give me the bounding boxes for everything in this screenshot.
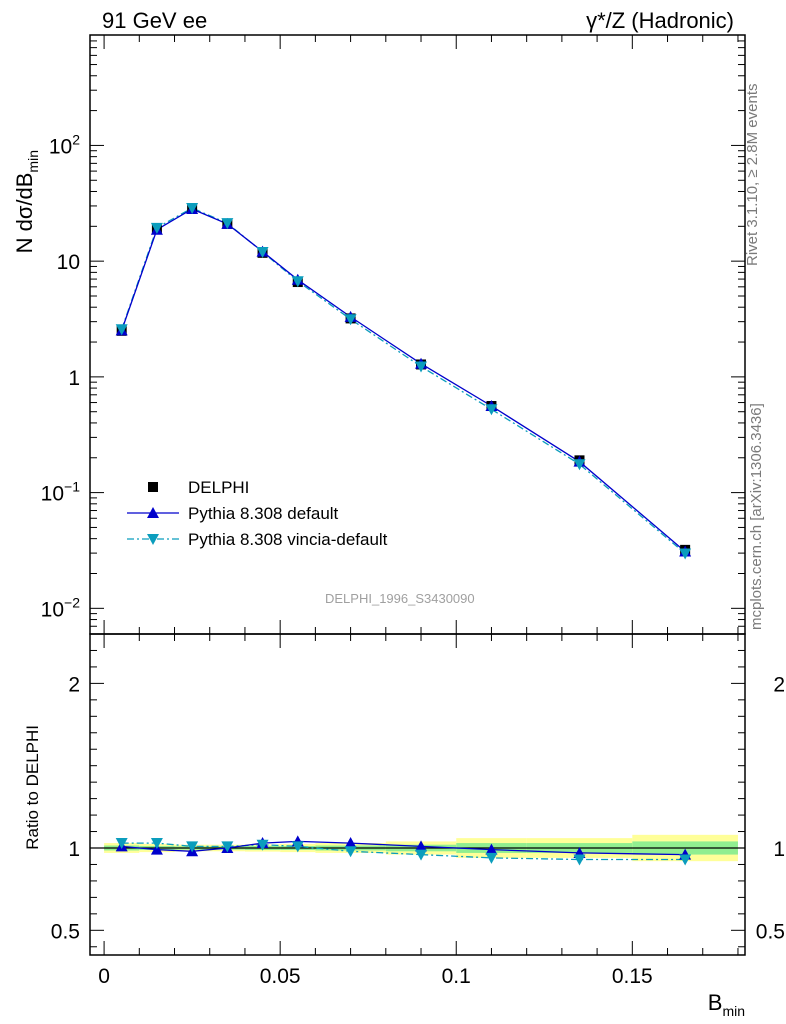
legend-label: Pythia 8.308 vincia-default: [188, 530, 388, 549]
data-point-pythia-vincia: [485, 404, 498, 416]
data-point-pythia-vincia: [256, 246, 269, 258]
x-tick-label: 0.1: [442, 965, 471, 988]
legend-label: DELPHI: [188, 478, 249, 497]
ratio-point-pythia-default: [485, 843, 498, 855]
y-tick-label: 1: [68, 367, 80, 390]
data-point-pythia-vincia: [150, 222, 163, 234]
ratio-point-pythia-default: [415, 840, 428, 852]
ratio-point-pythia-vincia: [573, 854, 586, 866]
x-tick-label: 0.05: [260, 965, 301, 988]
ratio-point-pythia-vincia: [344, 846, 357, 858]
ratio-panel-frame: [89, 633, 746, 956]
data-point-pythia-vincia: [415, 361, 428, 373]
ratio-point-pythia-vincia: [256, 839, 269, 851]
ratio-point-pythia-vincia: [679, 854, 692, 866]
ratio-point-pythia-vincia: [485, 852, 498, 864]
x-axis-label: Bmin: [708, 990, 745, 1019]
x-tick-label: 0: [98, 965, 110, 988]
ratio-point-pythia-default: [344, 837, 357, 849]
data-point-pythia-vincia: [186, 202, 199, 214]
rivet-version-label: Rivet 3.1.10, ≥ 2.8M events: [744, 83, 761, 267]
x-tick-label: 0.15: [612, 965, 653, 988]
data-point-pythia-vincia: [115, 324, 128, 336]
series-line-vincia: [121, 207, 686, 554]
ratio-point-pythia-vincia: [115, 838, 128, 850]
ratio-point-pythia-vincia: [150, 838, 163, 850]
legend-marker-default: [147, 507, 159, 518]
y-tick-label: 102: [49, 131, 80, 158]
ratio-y-tick-label-left: 0.5: [51, 920, 80, 943]
mcplots-label: mcplots.cern.ch [arXiv:1306.3436]: [748, 403, 765, 630]
ratio-point-pythia-default: [150, 843, 163, 855]
data-point-pythia-vincia: [573, 459, 586, 471]
legend-label: Pythia 8.308 default: [188, 504, 339, 523]
y-tick-label: 10: [57, 251, 80, 274]
ratio-point-pythia-vincia: [186, 841, 199, 853]
ratio-y-axis-label: Ratio to DELPHI: [23, 725, 42, 850]
header-right: γ*/Z (Hadronic): [586, 8, 734, 33]
data-point-pythia-vincia: [679, 548, 692, 560]
ratio-y-tick-label-right: 0.5: [756, 920, 785, 943]
header-left: 91 GeV ee: [102, 8, 208, 33]
series-line-default: [121, 208, 686, 552]
data-point-pythia-vincia: [291, 276, 304, 288]
ratio-point-pythia-vincia: [415, 849, 428, 861]
analysis-watermark: DELPHI_1996_S3430090: [325, 591, 475, 606]
ratio-y-tick-label-left: 2: [68, 673, 80, 696]
data-point-pythia-vincia: [221, 218, 234, 230]
ratio-y-tick-label-right: 2: [773, 673, 785, 696]
ratio-y-tick-label-left: 1: [68, 838, 80, 861]
legend-marker-delphi: [148, 482, 158, 492]
legend-marker-vincia: [147, 534, 159, 545]
data-point-pythia-vincia: [344, 314, 357, 326]
ratio-y-tick-label-right: 1: [773, 838, 785, 861]
y-axis-label: N dσ/dBmin: [12, 150, 41, 253]
ratio-point-pythia-vincia: [221, 841, 234, 853]
y-tick-label: 10−1: [41, 479, 81, 506]
y-tick-label: 10−2: [41, 594, 81, 621]
ratio-point-pythia-vincia: [291, 841, 304, 853]
